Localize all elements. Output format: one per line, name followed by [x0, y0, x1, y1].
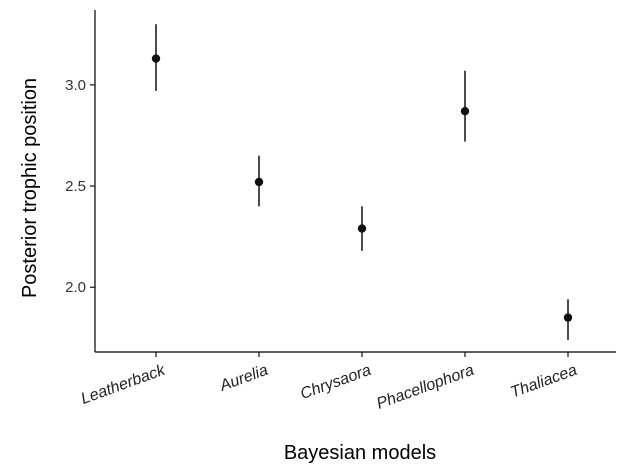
data-point — [460, 106, 470, 116]
y-tick-label: 3.0 — [65, 77, 86, 94]
y-axis-ticks: 2.0 2.5 3.0 — [65, 77, 95, 296]
x-axis-title: Bayesian models — [284, 442, 436, 464]
x-tick-label: Chrysaora — [298, 362, 373, 403]
x-tick-label: Phacellophora — [374, 362, 476, 413]
data-point — [563, 313, 573, 322]
x-tick-label: Leatherback — [79, 361, 169, 407]
y-axis-title: Posterior trophic position — [19, 78, 41, 298]
error-bars — [155, 24, 569, 340]
x-tick-label: Aurelia — [217, 362, 271, 395]
data-points — [151, 54, 573, 322]
data-point — [254, 177, 264, 187]
data-point — [357, 224, 367, 233]
y-tick-label: 2.0 — [65, 279, 86, 296]
y-tick-label: 2.5 — [65, 178, 86, 195]
x-tick-label: Thaliacea — [508, 362, 579, 402]
data-point — [151, 54, 161, 63]
x-axis-ticks: Leatherback Aurelia Chrysaora Phacellophora… — [79, 352, 579, 413]
